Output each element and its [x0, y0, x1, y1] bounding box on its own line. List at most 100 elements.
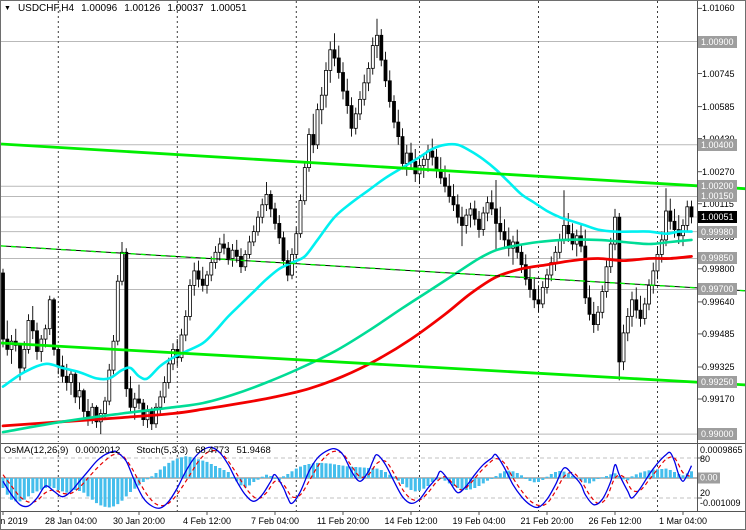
osma-bar: [571, 475, 574, 478]
candle-body: [302, 167, 307, 202]
candle-body: [528, 278, 532, 290]
candle-body: [421, 158, 426, 166]
osma-bar: [396, 478, 400, 481]
candle-body: [311, 134, 316, 146]
osma-bar: [188, 456, 192, 478]
osma-bar: [294, 468, 298, 478]
stoch-main-value: 68.4773: [195, 445, 230, 456]
candle-body: [217, 243, 222, 253]
ohlc-high: 1.00126: [124, 3, 161, 14]
candle-body: [630, 299, 634, 317]
candle-body: [324, 70, 328, 96]
candle-body: [434, 156, 439, 170]
osma-bar: [316, 462, 319, 478]
candle-body: [332, 49, 337, 59]
candle-body: [608, 243, 613, 268]
candle-body: [625, 315, 630, 334]
candle-body: [209, 262, 214, 276]
osma-bar: [460, 478, 464, 490]
osma-bar: [596, 478, 600, 479]
candle-body: [26, 320, 31, 350]
osma-bar: [473, 478, 477, 488]
candle-body: [52, 299, 56, 350]
candle-body: [502, 231, 507, 241]
candle-body: [281, 237, 286, 261]
candle-body: [336, 57, 341, 73]
candle-body: [234, 249, 239, 257]
candle-body: [188, 284, 192, 317]
osma-bar: [129, 478, 132, 492]
candle-body: [192, 270, 197, 286]
candle-body: [137, 398, 141, 404]
osma-bar: [44, 478, 47, 488]
candles-group: [1, 18, 694, 435]
osma-bar: [651, 469, 655, 478]
ma-slow-red-line: [1, 254, 693, 428]
ohlc-low: 1.00037: [167, 3, 204, 14]
osma-bar: [116, 478, 120, 505]
ohlc-close: 1.00051: [210, 3, 247, 14]
price-tick-label: 0.99170: [702, 394, 735, 405]
osma-bar: [643, 471, 647, 478]
candle-body: [239, 255, 243, 268]
osma-bar: [481, 478, 485, 484]
osma-bar: [324, 463, 328, 478]
candle-body: [489, 202, 494, 210]
ohlc-open: 1.00096: [81, 3, 118, 14]
osma-bar: [10, 478, 13, 500]
candle-body: [685, 206, 690, 226]
candle-body: [30, 320, 35, 332]
osma-bar: [554, 472, 557, 478]
candle-body: [260, 204, 265, 218]
osma-bar: [86, 478, 90, 497]
candle-body: [56, 348, 61, 367]
osma-bar: [328, 463, 332, 478]
symbol-period-label: USDCHF,H4: [17, 3, 75, 14]
symbol-dropdown-icon[interactable]: ▼: [4, 4, 11, 12]
osma-bar: [14, 478, 18, 502]
osma-bar: [626, 478, 630, 481]
ma-fast-cyan-line: [1, 142, 693, 388]
candle-body: [166, 363, 171, 383]
candle-body: [566, 224, 571, 235]
osma-bar: [634, 474, 638, 478]
osma-bar: [664, 468, 668, 478]
osma-bar: [120, 478, 124, 501]
price-level-badge: 1.00900: [698, 35, 737, 48]
candle-body: [298, 200, 303, 235]
osma-bar: [286, 474, 290, 478]
osma-bar: [384, 472, 387, 478]
osma-bar: [401, 478, 404, 484]
candle-body: [536, 299, 541, 305]
candle-body: [596, 311, 600, 326]
axis-ticks: [2, 7, 702, 515]
time-axis-label: 23 Jan 2019: [0, 516, 28, 526]
osma-bar: [69, 478, 73, 492]
osma-label: OsMA(12,26,9): [4, 445, 69, 456]
osma-bar: [99, 478, 103, 506]
trendline-green: [1, 341, 745, 387]
candle-body: [103, 400, 107, 414]
candle-body: [128, 388, 133, 408]
candle-body: [264, 193, 269, 206]
candle-body: [634, 299, 639, 311]
osma-bar: [163, 466, 166, 478]
price-level-badge: 1.00150: [698, 190, 737, 203]
candle-body: [69, 373, 73, 383]
candle-body: [604, 266, 609, 292]
candle-body: [672, 220, 677, 231]
candle-body: [400, 136, 405, 164]
candle-body: [553, 251, 558, 264]
osma-bar: [146, 478, 149, 480]
osma-bar: [311, 463, 315, 478]
candle-body: [115, 280, 120, 342]
osma-bar: [622, 478, 625, 480]
candle-body: [540, 286, 545, 305]
candle-body: [651, 270, 656, 286]
osma-bar: [392, 476, 396, 478]
candle-body: [81, 390, 86, 412]
osma-bar: [290, 471, 294, 478]
osma-bar: [371, 468, 375, 478]
